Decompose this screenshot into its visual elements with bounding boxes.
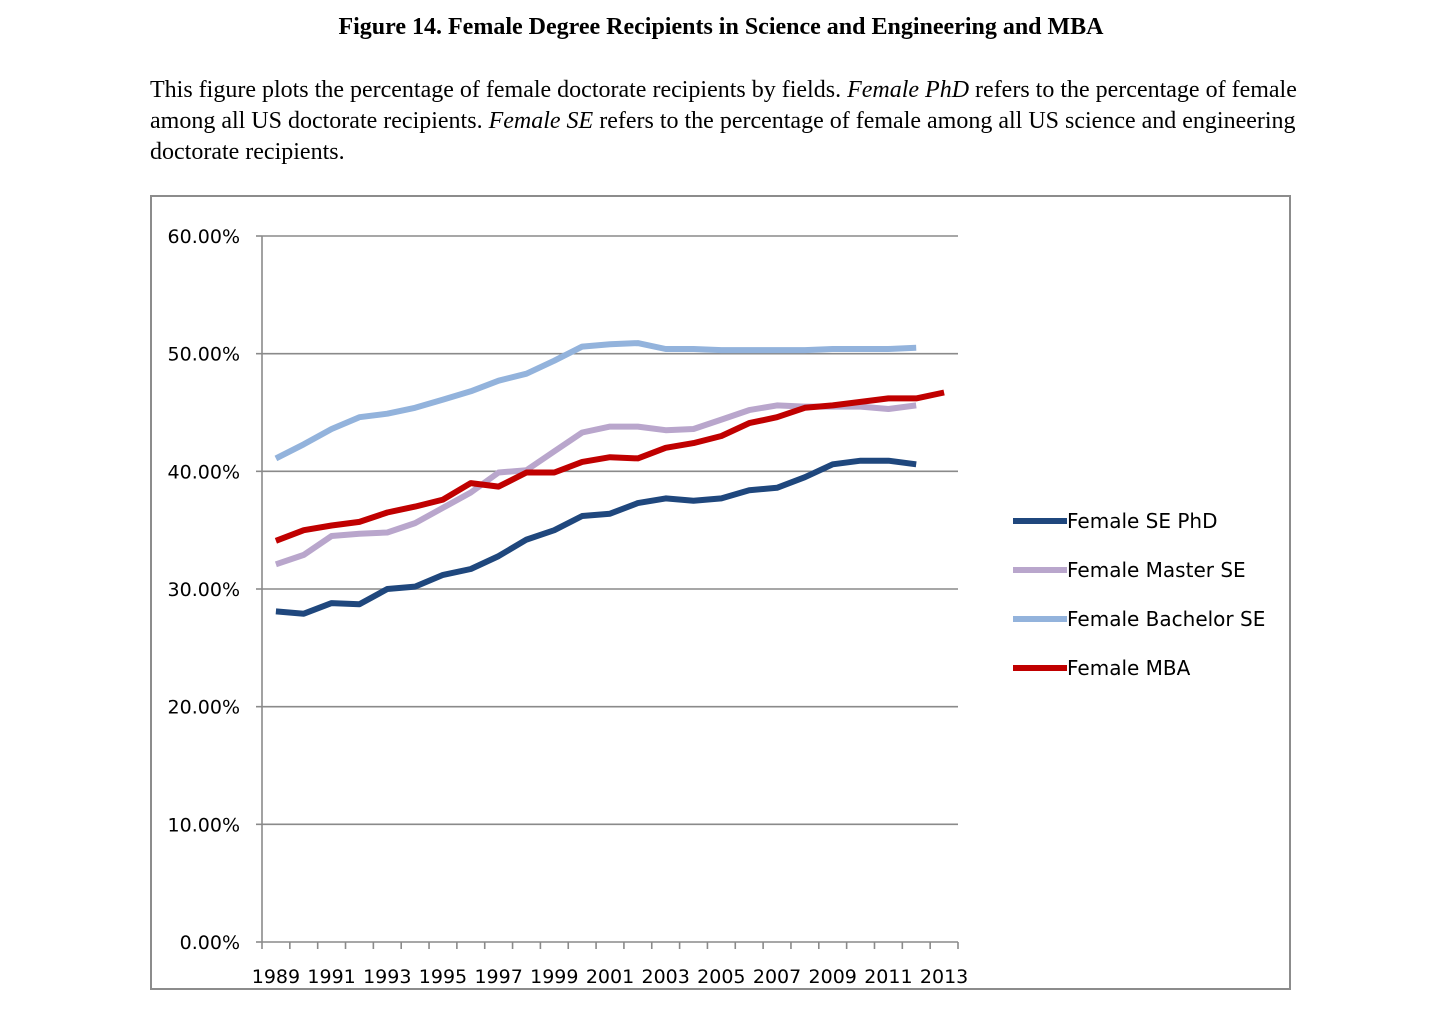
caption-term-female-se: Female SE [488, 108, 594, 134]
y-tick-label: 60.00% [168, 226, 240, 248]
x-tick-label: 2003 [642, 966, 690, 988]
x-tick-label: 2007 [753, 966, 801, 988]
series-line-female-master-se [274, 402, 917, 568]
caption-text-1: This figure plots the percentage of fema… [150, 77, 848, 103]
x-tick-label: 2005 [697, 966, 745, 988]
x-tick-label: 1999 [530, 966, 578, 988]
x-tick-label: 2001 [586, 966, 634, 988]
x-tick-label: 1995 [419, 966, 467, 988]
y-tick-label: 30.00% [168, 579, 240, 601]
y-tick-label: 20.00% [168, 697, 240, 719]
series-line-female-bachelor-se [274, 340, 917, 462]
x-tick-label: 1993 [363, 966, 411, 988]
figure-title: Figure 14. Female Degree Recipients in S… [338, 14, 1104, 40]
x-tick-label: 1997 [474, 966, 522, 988]
caption-term-female-phd: Female PhD [847, 77, 970, 103]
x-tick-label: 2013 [920, 966, 968, 988]
legend-label: Female Master SE [1067, 558, 1246, 582]
legend-label: Female MBA [1067, 656, 1191, 680]
y-tick-label: 10.00% [168, 814, 240, 836]
series-line-female-mba [274, 389, 945, 544]
figure-caption: This figure plots the percentage of fema… [150, 75, 1300, 168]
y-tick-label: 0.00% [180, 932, 240, 954]
chart-frame [150, 195, 1291, 990]
x-tick-label: 1989 [252, 966, 300, 988]
y-tick-label: 40.00% [168, 461, 240, 483]
series-line-female-se-phd [275, 457, 917, 617]
caption-text-2: refers to the percentage of female among… [150, 77, 1297, 134]
x-tick-label: 1991 [307, 966, 355, 988]
legend-label: Female SE PhD [1067, 509, 1218, 533]
legend-label: Female Bachelor SE [1067, 607, 1265, 631]
caption-text-3: refers to the percentage of female among… [150, 108, 1296, 165]
x-tick-label: 2011 [864, 966, 912, 988]
y-tick-label: 50.00% [168, 344, 240, 366]
x-tick-label: 2009 [809, 966, 857, 988]
